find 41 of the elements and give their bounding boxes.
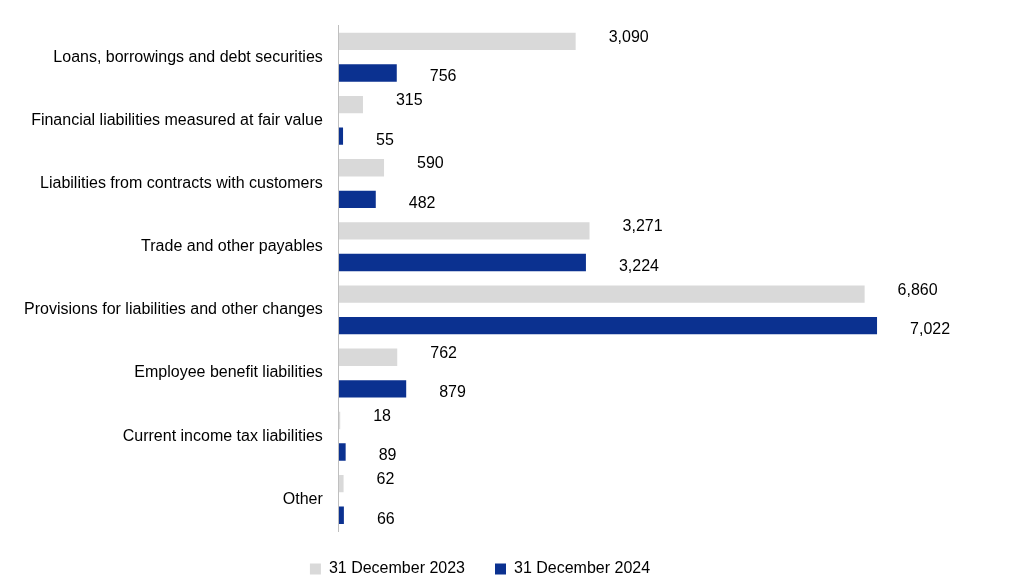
bar: [338, 159, 385, 177]
legend-label: 31 December 2024: [514, 559, 651, 577]
bar: [338, 474, 344, 493]
data-label: 6,860: [897, 280, 938, 298]
y-tick-label: Employee benefit liabilities: [134, 363, 323, 381]
data-label: 18: [373, 406, 392, 424]
bar: [338, 443, 346, 461]
data-label: 879: [439, 383, 466, 401]
data-label: 482: [408, 193, 436, 211]
y-tick-label: Provisions for liabilities and other changes: [24, 300, 323, 318]
y-tick-label: Liabilities from contracts with customers: [40, 173, 323, 191]
y-tick-label: Financial liabilities measured at fair value: [31, 110, 323, 128]
bar: [338, 285, 865, 303]
bar: [338, 317, 878, 335]
y-tick-label: Other: [282, 489, 324, 507]
bar: [338, 253, 586, 272]
bar: [338, 127, 344, 145]
data-label: 3,271: [622, 217, 663, 235]
y-tick-label: Loans, borrowings and debt securities: [53, 47, 323, 65]
data-label: 62: [376, 470, 395, 488]
data-label: 3,090: [608, 27, 649, 45]
data-label: 7,022: [910, 320, 951, 338]
data-label: 89: [378, 446, 397, 464]
bar: [338, 222, 590, 240]
data-label: 3,224: [618, 256, 660, 274]
y-tick-label: Current income tax liabilities: [122, 426, 323, 444]
data-label: 66: [376, 509, 395, 527]
bar: [338, 95, 363, 114]
bar: [338, 190, 376, 209]
data-label: 762: [430, 343, 458, 361]
data-label: 590: [417, 154, 444, 172]
bar: [338, 380, 407, 398]
y-tick-label: Trade and other payables: [141, 237, 323, 255]
bar: [338, 506, 344, 524]
bar: [338, 32, 576, 51]
bar: [338, 348, 398, 366]
bar: [338, 64, 397, 82]
data-label: 315: [395, 90, 423, 108]
data-label: 756: [429, 67, 457, 85]
legend-label: 31 December 2023: [328, 559, 466, 577]
data-label: 55: [376, 130, 394, 148]
